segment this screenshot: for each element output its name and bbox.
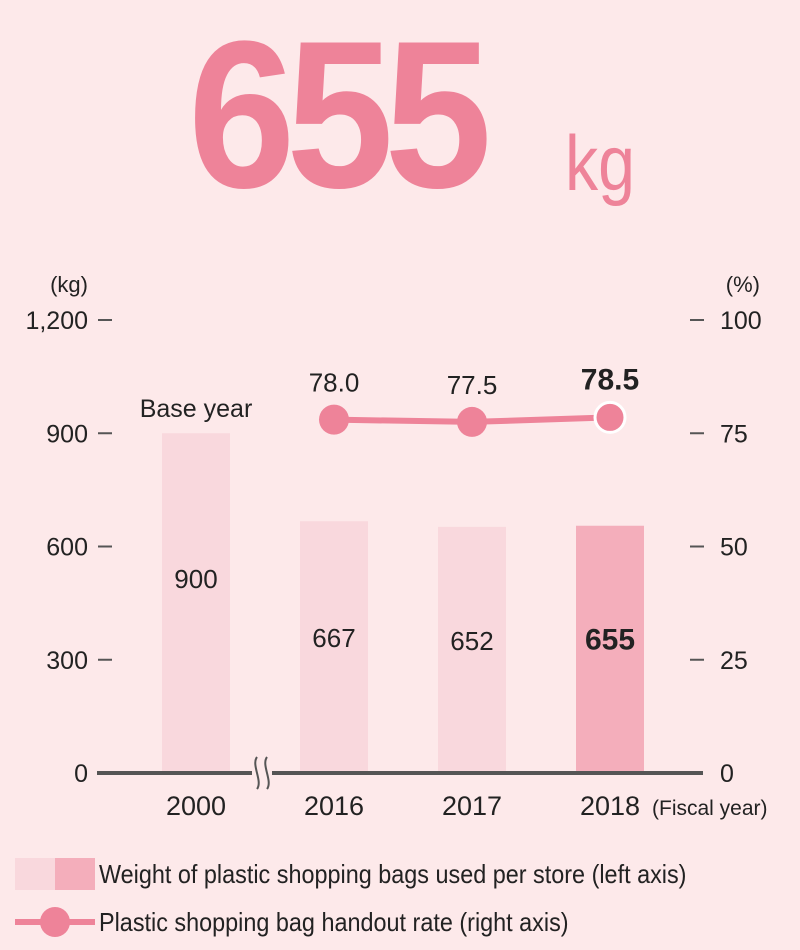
left-tick-label: 300 <box>46 647 88 675</box>
x-tick-label: 2018 <box>580 791 640 821</box>
legend-item-line: Plastic shopping bag handout rate (right… <box>15 906 621 938</box>
x-tick-label: 2017 <box>442 791 502 821</box>
right-tick-label: 0 <box>720 760 734 788</box>
bar-2018 <box>576 525 644 773</box>
right-tick-label: 100 <box>720 307 762 335</box>
combo-chart: 0 300 600 900 1,200 (kg) 0 25 50 75 100 (%) 900 667 65… <box>25 272 768 821</box>
left-tick-label: 0 <box>74 760 88 788</box>
legend-line-swatch <box>15 907 95 937</box>
bar-value-label: 667 <box>312 623 355 653</box>
bar-value-label: 655 <box>585 623 635 656</box>
hero-unit: kg <box>565 119 636 207</box>
rate-point <box>457 406 487 437</box>
hero-value: 655 <box>188 0 492 232</box>
bar-value-label: 900 <box>174 564 217 594</box>
right-tick-label: 50 <box>720 534 748 562</box>
legend-bar-swatch <box>15 858 95 890</box>
left-tick-label: 1,200 <box>25 307 88 335</box>
x-tick-label: 2000 <box>166 791 226 821</box>
base-year-annotation: Base year <box>140 395 253 423</box>
legend-item-bar: Weight of plastic shopping bags used per… <box>15 858 752 890</box>
right-tick-label: 75 <box>720 420 748 448</box>
bar-2016 <box>300 521 368 773</box>
left-axis-unit: (kg) <box>50 272 88 297</box>
legend-line-label: Plastic shopping bag handout rate (right… <box>99 906 569 937</box>
axis-break-mark <box>254 756 260 790</box>
x-axis-suffix: (Fiscal year) <box>652 797 768 820</box>
x-tick-label: 2016 <box>304 791 364 821</box>
rate-value-label: 78.0 <box>309 368 360 398</box>
hero-headline: 655 kg <box>0 0 800 240</box>
rate-point <box>319 404 349 435</box>
legend-bar-label: Weight of plastic shopping bags used per… <box>99 858 687 889</box>
right-axis-unit: (%) <box>726 272 760 297</box>
rate-value-label: 78.5 <box>581 363 639 396</box>
rate-point <box>593 400 627 434</box>
left-tick-label: 600 <box>46 534 88 562</box>
bar-2000 <box>162 433 230 773</box>
chart-legend: Weight of plastic shopping bags used per… <box>0 850 800 950</box>
axis-break-mark <box>264 756 270 790</box>
left-tick-label: 900 <box>46 420 88 448</box>
rate-value-label: 77.5 <box>447 370 498 400</box>
right-tick-label: 25 <box>720 647 748 675</box>
bar-2017 <box>438 526 506 773</box>
bar-value-label: 652 <box>450 626 493 656</box>
